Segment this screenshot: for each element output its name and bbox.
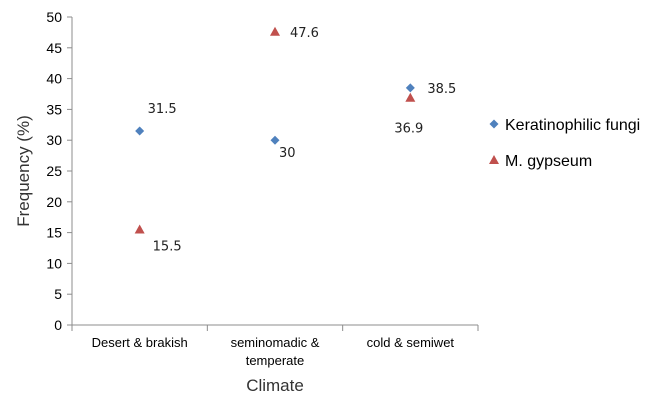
y-tick-label: 45 [46, 40, 62, 56]
data-label: 36.9 [394, 122, 423, 137]
y-tick-label: 40 [46, 71, 62, 87]
data-point [405, 83, 415, 93]
x-axis-title: Climate [246, 376, 304, 395]
data-point [405, 92, 416, 102]
y-tick-label: 30 [46, 132, 62, 148]
x-axis-ticks: Desert & brakish seminomadic & temperate co… [71, 325, 479, 368]
y-tick-label: 5 [54, 286, 62, 302]
y-tick-label: 20 [46, 194, 62, 210]
plot-area: 31.5 30 38.5 15.5 47.6 36.9 [134, 26, 456, 255]
y-tick-label: 50 [46, 9, 62, 25]
data-point [270, 135, 280, 145]
data-point [134, 224, 145, 234]
legend-label: M. gypseum [505, 153, 592, 170]
x-tick-label: cold & semiwet [367, 335, 455, 350]
data-point [135, 126, 145, 136]
x-tick-label: seminomadic & temperate [231, 335, 320, 368]
legend-marker [489, 155, 499, 164]
y-axis-title: Frequency (%) [14, 115, 33, 226]
data-label: 15.5 [153, 240, 182, 255]
data-label: 38.5 [427, 82, 456, 97]
data-label: 30 [279, 146, 296, 161]
x-tick-label: Desert & brakish [92, 335, 188, 350]
y-tick-label: 10 [46, 255, 62, 271]
legend-marker [489, 119, 499, 129]
y-axis-ticks: 0 5 10 15 20 25 30 35 40 45 50 [46, 9, 72, 333]
y-tick-label: 0 [54, 317, 62, 333]
series-m-gypseum: 15.5 47.6 36.9 [134, 26, 423, 255]
data-point [270, 26, 280, 36]
data-label: 31.5 [148, 102, 177, 117]
series-keratinophilic-fungi: 31.5 30 38.5 [135, 82, 456, 161]
y-tick-label: 35 [46, 101, 62, 117]
legend: Keratinophilic fungi M. gypseum [489, 117, 640, 170]
data-label: 47.6 [290, 26, 319, 41]
y-tick-label: 25 [46, 163, 62, 179]
legend-label: Keratinophilic fungi [505, 117, 640, 134]
y-tick-label: 15 [46, 225, 62, 241]
